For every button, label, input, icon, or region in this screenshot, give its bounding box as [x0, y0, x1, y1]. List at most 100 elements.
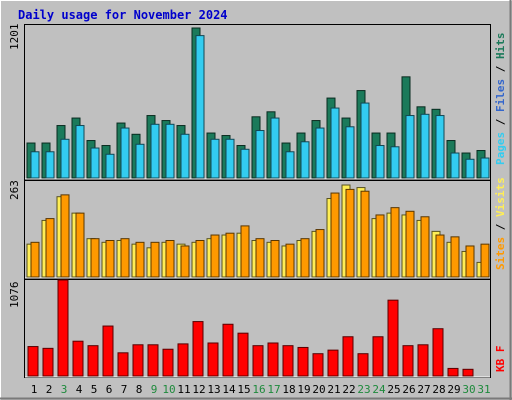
bar-files-day-13: [210, 138, 220, 179]
day-labels: 1 2 3 4 5 6 7 8 9 10 11 12 13 14 15 16 17 18 19 20 21 22 23 24 2…: [31, 383, 491, 396]
bar-kb-day-20: [312, 353, 324, 377]
bar-sites-day-3: [60, 194, 70, 278]
day-label-26: 26: [402, 383, 415, 396]
bar-sites-day-12: [195, 239, 205, 278]
day-label-22: 22: [342, 383, 355, 396]
bar-sites-day-4: [75, 212, 85, 278]
svg-text:Pages / Files / Hits: Pages / Files / Hits: [494, 33, 507, 166]
bar-files-day-17: [270, 117, 280, 179]
bar-kb-day-8: [132, 344, 144, 377]
bar-files-day-31: [480, 157, 490, 179]
bar-sites-day-24: [375, 214, 385, 278]
bar-sites-day-1: [30, 241, 40, 278]
svg-text:Sites / Visits: Sites / Visits: [494, 177, 507, 270]
bar-sites-day-18: [285, 243, 295, 278]
bar-files-day-14: [225, 138, 235, 179]
bar-sites-day-14: [225, 232, 235, 278]
bar-files-day-25: [390, 146, 400, 179]
day-label-10: 10: [162, 383, 175, 396]
day-label-12: 12: [192, 383, 205, 396]
bar-sites-day-5: [90, 238, 100, 278]
bar-kb-day-7: [117, 352, 129, 377]
bar-sites-day-19: [300, 238, 310, 278]
hits-ymax-label: 1201: [8, 24, 21, 51]
bar-files-day-9: [150, 123, 160, 179]
bar-files-day-12: [195, 35, 205, 179]
bar-files-day-30: [465, 158, 475, 179]
bar-kb-day-18: [282, 345, 294, 377]
bar-kb-day-29: [447, 367, 459, 377]
day-label-19: 19: [297, 383, 310, 396]
bar-sites-day-25: [390, 207, 400, 278]
bar-sites-day-11: [180, 245, 190, 278]
kb-ymax-label: 1076: [8, 282, 21, 309]
bar-kb-day-15: [237, 332, 249, 377]
day-label-6: 6: [106, 383, 113, 396]
bar-files-day-1: [30, 151, 40, 179]
bar-files-day-7: [120, 127, 130, 179]
bar-files-day-16: [255, 130, 265, 179]
day-label-8: 8: [136, 383, 143, 396]
day-label-14: 14: [222, 383, 236, 396]
bar-kb-day-26: [402, 345, 414, 377]
bar-files-day-15: [240, 148, 250, 179]
bar-kb-day-6: [102, 325, 114, 377]
bar-kb-day-24: [372, 336, 384, 377]
bar-files-day-11: [180, 133, 190, 179]
bar-files-day-22: [345, 126, 355, 179]
legend-files: Files: [494, 79, 507, 112]
bar-kb-day-12: [192, 321, 204, 377]
bar-files-day-8: [135, 143, 145, 179]
legend-hits: Hits: [494, 33, 507, 60]
bar-kb-day-14: [222, 323, 234, 377]
bar-kb-day-23: [357, 353, 369, 377]
bar-sites-day-23: [360, 190, 370, 278]
day-label-15: 15: [237, 383, 250, 396]
bar-kb-day-9: [147, 344, 159, 377]
bar-kb-day-1: [27, 346, 39, 377]
bar-kb-day-28: [432, 328, 444, 377]
day-label-20: 20: [312, 383, 325, 396]
bar-files-day-26: [405, 115, 415, 179]
day-label-17: 17: [267, 383, 280, 396]
day-label-31: 31: [477, 383, 490, 396]
bar-files-day-2: [45, 151, 55, 179]
bar-files-day-6: [105, 153, 115, 179]
bar-sites-day-13: [210, 234, 220, 278]
day-label-9: 9: [151, 383, 158, 396]
day-label-30: 30: [462, 383, 475, 396]
bar-files-day-3: [60, 138, 70, 179]
day-label-5: 5: [91, 383, 98, 396]
bar-files-day-4: [75, 125, 85, 179]
day-label-25: 25: [387, 383, 400, 396]
bar-sites-day-28: [435, 234, 445, 278]
bar-sites-day-2: [45, 218, 55, 278]
day-label-23: 23: [357, 383, 370, 396]
bar-kb-day-5: [87, 345, 99, 377]
bar-marks: [26, 27, 490, 377]
bar-sites-day-29: [450, 236, 460, 278]
legend-visits: Visits: [494, 177, 507, 217]
bar-files-day-18: [285, 151, 295, 179]
bar-files-day-20: [315, 127, 325, 179]
bar-files-day-28: [435, 115, 445, 179]
bar-files-day-23: [360, 102, 370, 179]
day-label-2: 2: [46, 383, 53, 396]
bar-kb-day-25: [387, 299, 399, 377]
legend-kb: KB: [494, 358, 507, 372]
bar-files-day-24: [375, 145, 385, 179]
bar-sites-day-7: [120, 238, 130, 278]
bar-kb-day-2: [42, 347, 54, 377]
bar-sites-day-17: [270, 239, 280, 278]
bar-kb-day-13: [207, 342, 219, 377]
visits-ymax-label: 263: [8, 180, 21, 200]
bar-kb-day-22: [342, 336, 354, 377]
bar-sites-day-27: [420, 216, 430, 278]
bar-sites-day-31: [480, 243, 490, 278]
bar-sites-day-10: [165, 239, 175, 278]
bar-kb-day-11: [177, 343, 189, 377]
legend-f: F: [494, 346, 507, 353]
day-label-16: 16: [252, 383, 265, 396]
bar-sites-day-16: [255, 238, 265, 278]
